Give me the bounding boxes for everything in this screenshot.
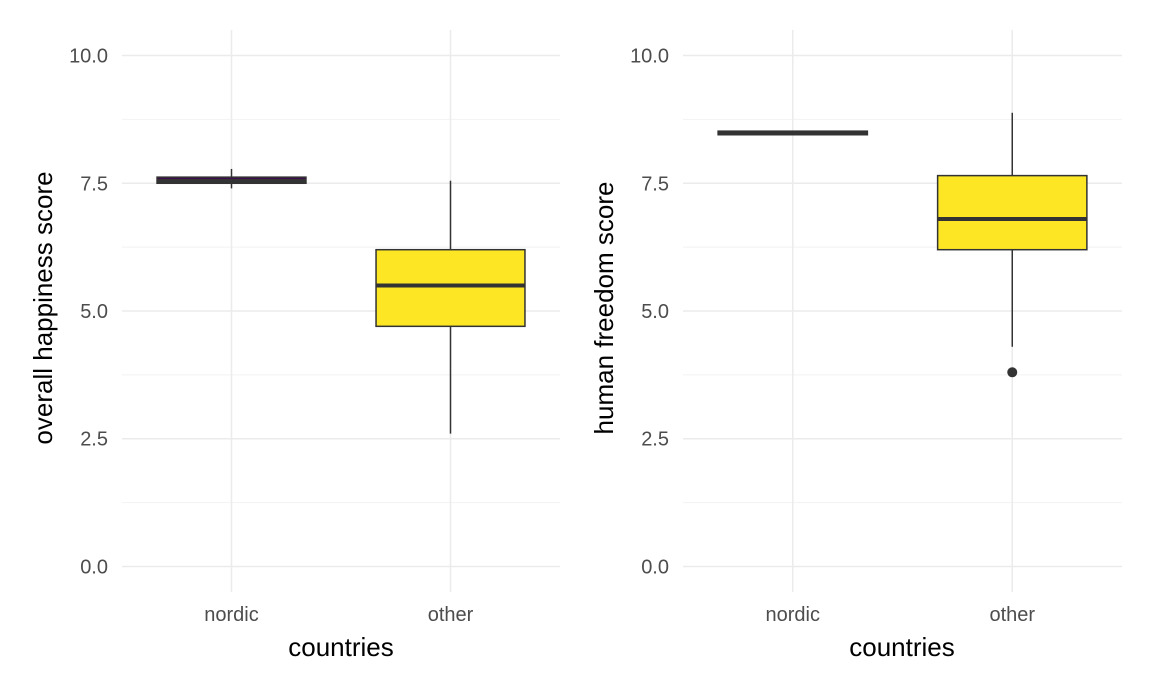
y-tick-label: 10.0	[630, 46, 669, 68]
x-axis-title: countries	[849, 632, 955, 662]
y-tick-label: 0.0	[80, 556, 108, 578]
box-body	[375, 248, 526, 328]
x-axis-title: countries	[288, 632, 394, 662]
y-axis-title: human freedom score	[589, 182, 619, 435]
box-body	[936, 174, 1088, 251]
x-tick-label: other	[428, 604, 474, 626]
y-tick-label: 10.0	[69, 46, 108, 68]
outlier-point	[1007, 367, 1018, 378]
box-nordic	[156, 168, 307, 189]
y-tick-label: 5.0	[80, 301, 108, 323]
y-tick-label: 2.5	[80, 429, 108, 451]
x-tick-label: nordic	[766, 604, 820, 626]
x-tick-label: nordic	[204, 604, 258, 626]
y-tick-label: 0.0	[641, 556, 669, 578]
y-tick-label: 5.0	[641, 301, 669, 323]
y-tick-label: 7.5	[641, 173, 669, 195]
chart-panel-2: 0.0 2.5 5.0 7.5 10.0 nordic other countries huma…	[589, 30, 1122, 662]
y-axis-title: overall happiness score	[28, 171, 58, 444]
y-tick-label: 2.5	[641, 429, 669, 451]
chart-panel-1: 0.0 2.5 5.0 7.5 10.0 nordic other countries over…	[28, 30, 560, 662]
box-nordic	[717, 130, 869, 136]
box-other	[936, 112, 1088, 378]
box-other	[375, 180, 526, 434]
x-tick-label: other	[989, 604, 1035, 626]
y-tick-label: 7.5	[80, 173, 108, 195]
